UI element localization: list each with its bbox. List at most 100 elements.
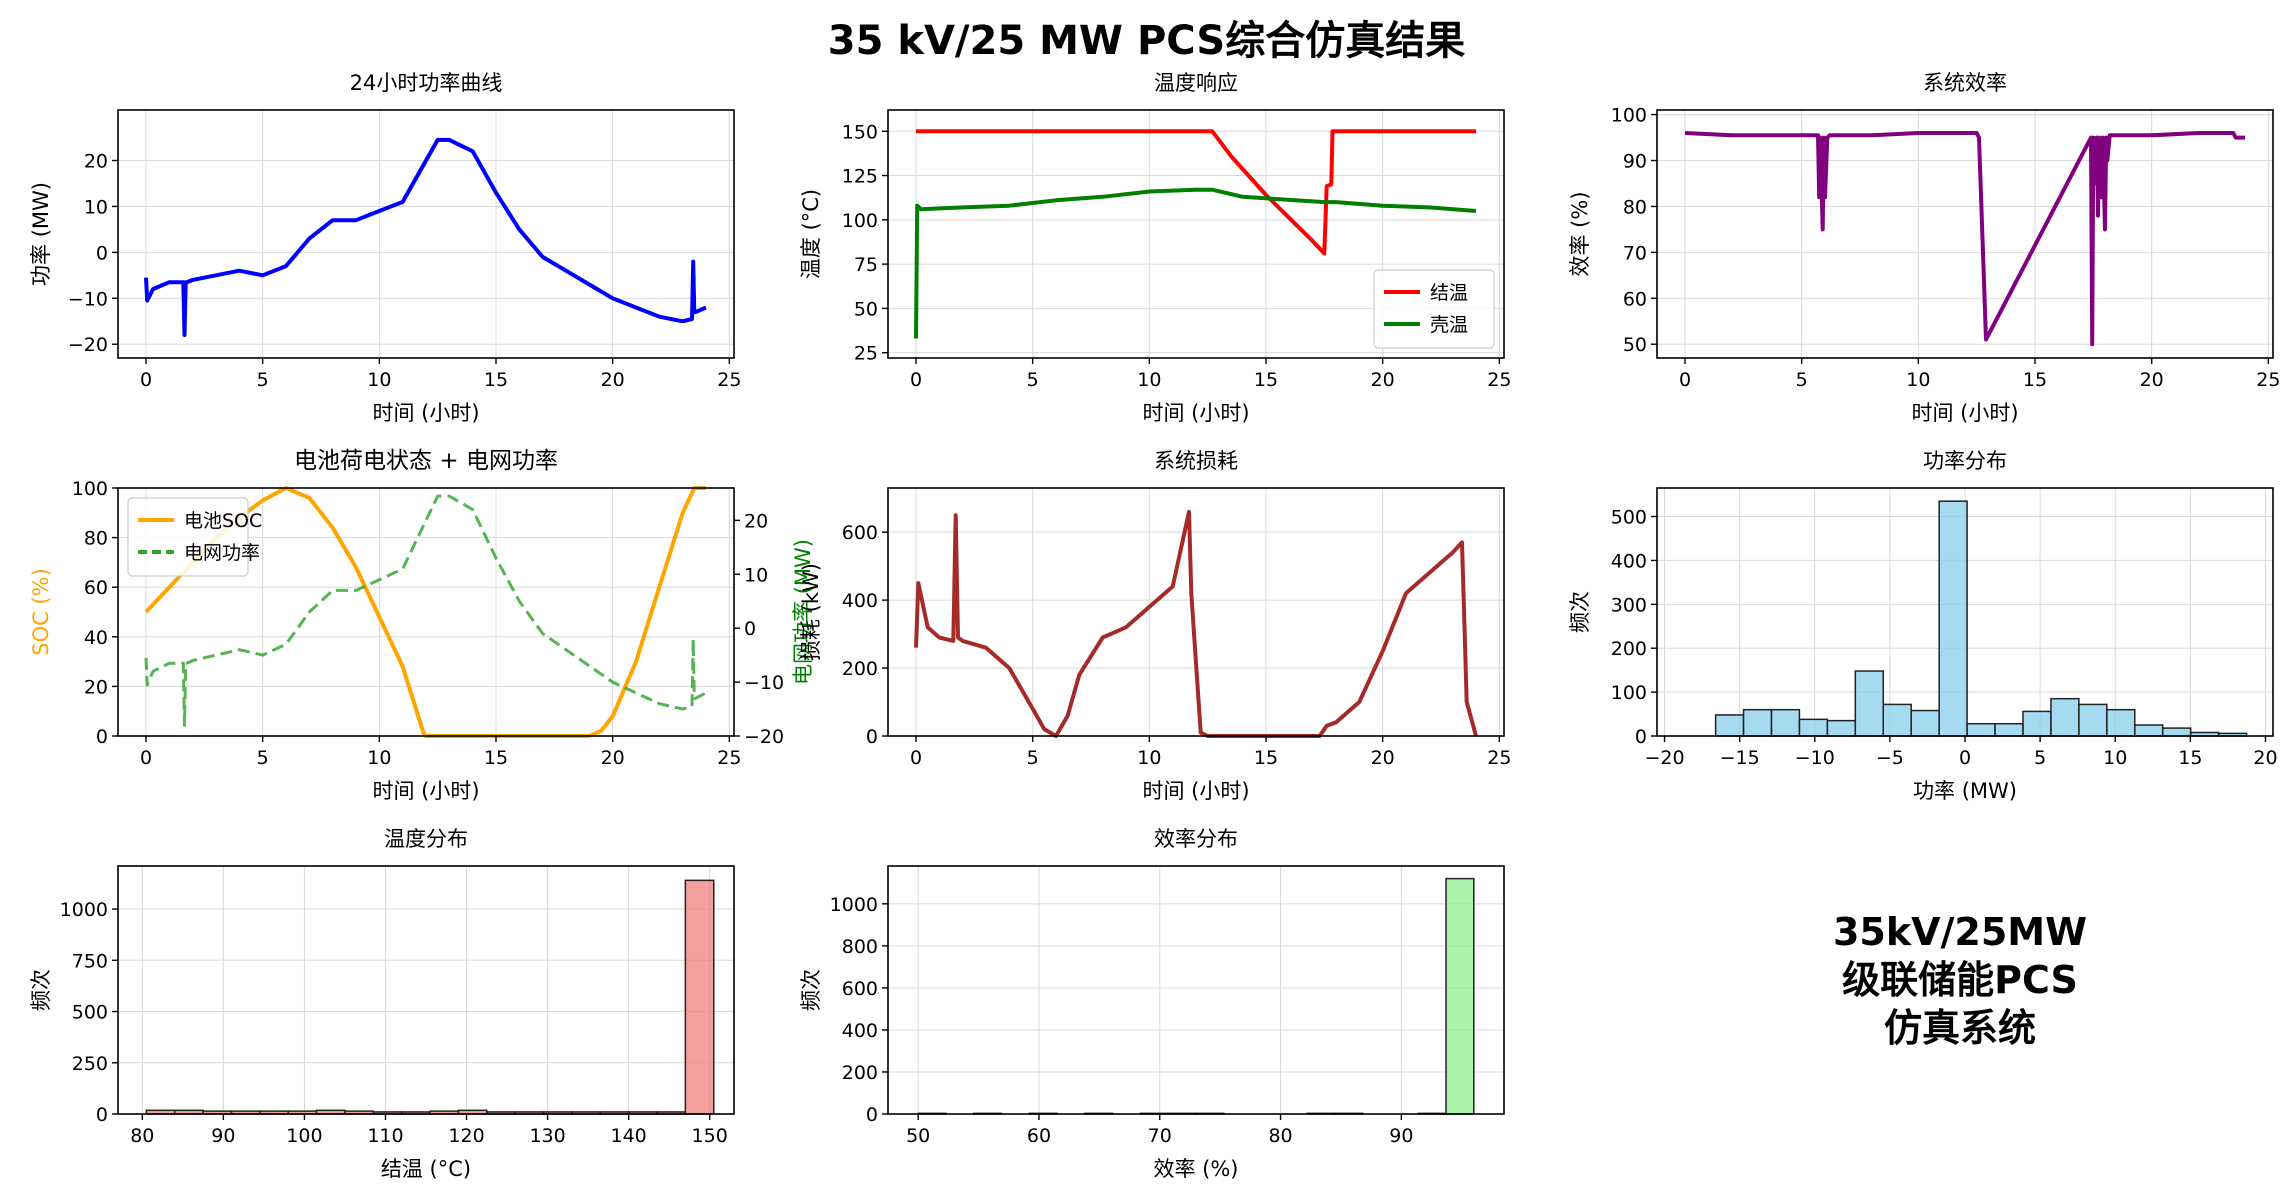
x-axis-label: 时间 (小时) [372,779,479,803]
x-tick-label: 80 [1268,1125,1292,1147]
x-tick-label: 25 [1487,369,1511,391]
series-line [144,494,707,727]
chart-title: 效率分布 [1154,827,1238,851]
chart-title: 电池荷电状态 + 电网功率 [294,448,558,474]
y-tick-label: 100 [1611,105,1647,127]
x-axis-label: 效率 (%) [1153,1157,1238,1181]
y-tick-label: 20 [84,151,108,173]
y-tick-label: 40 [84,627,108,649]
x-tick-label: 15 [1254,747,1278,769]
y-tick-label: 750 [72,950,108,972]
y-right-tick-label: −20 [744,726,784,748]
y-tick-label: −20 [68,334,108,356]
x-tick-label: 5 [1027,747,1039,769]
x-tick-label: 0 [140,369,152,391]
x-tick-label: 20 [1371,747,1395,769]
y-right-tick-label: −10 [744,672,784,694]
x-tick-label: 130 [529,1125,565,1147]
histogram-bar [1445,877,1475,1115]
legend-label: 结温 [1430,282,1468,304]
y-tick-label: 0 [96,726,108,748]
y-tick-label: 80 [1623,196,1647,218]
y-tick-label: 100 [1611,682,1647,704]
x-tick-label: 15 [484,369,508,391]
x-tick-label: 0 [1679,369,1691,391]
legend-label: 电池SOC [184,510,262,532]
y-tick-label: 200 [1611,638,1647,660]
x-tick-label: 0 [1959,747,1971,769]
x-axis-label: 时间 (小时) [372,401,479,425]
y-right-tick-label: 20 [744,510,768,532]
y-tick-label: 0 [96,1104,108,1126]
histogram-bar [1854,670,1885,737]
y-tick-label: 200 [842,658,878,680]
histogram-bar [2134,724,2164,737]
y-tick-label: 300 [1611,594,1647,616]
legend-label: 电网功率 [184,542,260,564]
x-tick-label: 110 [367,1125,403,1147]
y-right-tick-label: 0 [744,618,756,640]
y-tick-label: 90 [1623,151,1647,173]
x-tick-label: 5 [2034,747,2046,769]
x-tick-label: 15 [484,747,508,769]
histogram-bar [684,879,715,1115]
x-tick-label: 25 [717,747,741,769]
x-tick-label: 0 [910,747,922,769]
x-tick-label: 10 [1906,369,1930,391]
system-caption: 35kV/25MW 级联储能PCS 仿真系统 [1832,910,2088,1050]
x-tick-label: 60 [1027,1125,1051,1147]
x-tick-label: 70 [1148,1125,1172,1147]
histogram-bar [1714,714,1745,737]
series-line [1684,131,2245,347]
x-tick-label: 100 [286,1125,322,1147]
figure-title: 35 kV/25 MW PCS综合仿真结果 [827,18,1466,64]
x-tick-label: 20 [601,747,625,769]
chart-title: 24小时功率曲线 [350,71,503,95]
y-tick-label: 600 [842,978,878,1000]
y-tick-label: 75 [854,254,878,276]
histogram-bar [1966,722,1996,737]
y-tick-label: 250 [72,1053,108,1075]
y-tick-label: 1000 [60,899,108,921]
y-tick-label: 80 [84,528,108,550]
x-tick-label: 50 [906,1125,930,1147]
x-tick-label: 10 [367,369,391,391]
y-tick-label: −10 [68,288,108,310]
histogram-bar [1994,722,2024,737]
x-tick-label: 25 [717,369,741,391]
x-tick-label: 150 [692,1125,728,1147]
y-right-tick-label: 10 [744,564,768,586]
y-axis-label: 效率 (%) [1568,191,1592,276]
x-tick-label: 20 [2140,369,2164,391]
x-tick-label: −20 [1644,747,1684,769]
histogram-bar [2161,727,2192,737]
x-tick-label: 5 [1796,369,1808,391]
x-tick-label: 90 [1389,1125,1413,1147]
x-tick-label: 140 [610,1125,646,1147]
chart-title: 系统效率 [1923,71,2007,95]
y-tick-label: 500 [72,1002,108,1024]
plot-frame [117,109,735,359]
y-tick-label: 0 [866,726,878,748]
chart-title: 功率分布 [1923,449,2007,473]
x-axis-label: 时间 (小时) [1142,779,1249,803]
y-tick-label: 10 [84,196,108,218]
histogram-bar [1742,708,1773,737]
x-tick-label: 20 [601,369,625,391]
y-tick-label: 1000 [830,894,878,916]
x-tick-label: 80 [130,1125,154,1147]
y-tick-label: 500 [1611,507,1647,529]
x-axis-label: 结温 (°C) [381,1157,471,1181]
y-tick-label: 0 [96,242,108,264]
chart-title: 系统损耗 [1154,449,1238,473]
y-tick-label: 400 [842,590,878,612]
y-right-axis-label: 电网功率 (MW) [791,539,815,685]
y-tick-label: 0 [1635,726,1647,748]
series-line [916,129,1476,256]
chart-title: 温度响应 [1154,71,1238,95]
x-tick-label: −5 [1876,747,1904,769]
legend-box [127,497,249,577]
x-tick-label: 25 [2256,369,2280,391]
y-tick-label: 100 [72,478,108,500]
